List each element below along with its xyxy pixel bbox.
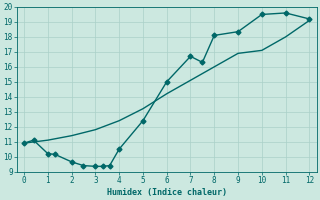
X-axis label: Humidex (Indice chaleur): Humidex (Indice chaleur) (107, 188, 227, 197)
